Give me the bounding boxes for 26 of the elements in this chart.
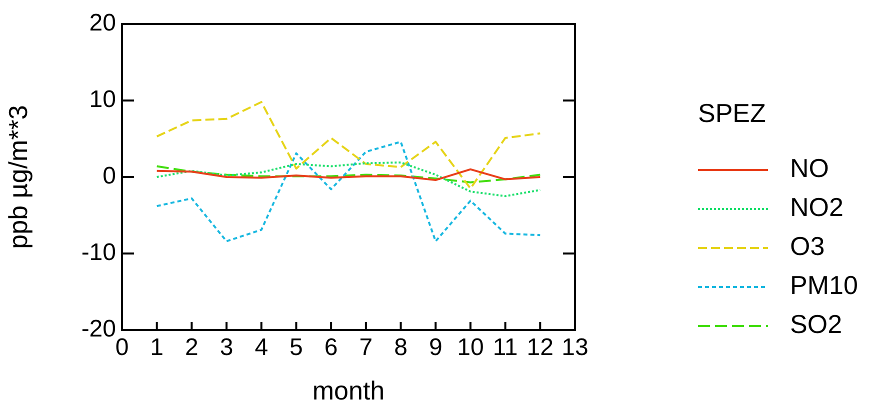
x-tick-label: 8: [394, 334, 408, 362]
x-tick-label: 1: [150, 334, 164, 362]
x-tick-label: 3: [220, 334, 234, 362]
x-tick-label: 4: [254, 334, 268, 362]
y-tick-label: 20: [89, 10, 116, 37]
x-tick-label: 7: [359, 334, 373, 362]
legend-label: O3: [790, 231, 825, 262]
x-tick-label: 11: [492, 334, 518, 362]
x-tick-label: 12: [526, 334, 554, 362]
x-tick-label: 13: [562, 334, 588, 362]
x-tick-label: 5: [290, 334, 303, 362]
x-tick-label: 2: [185, 334, 198, 362]
x-tick-label: 10: [457, 334, 484, 362]
y-tick-label: -20: [81, 316, 116, 343]
legend-label: SO2: [790, 309, 842, 340]
y-tick-label: -10: [81, 239, 116, 266]
legend-label: NO: [790, 153, 829, 184]
legend-label: PM10: [790, 270, 858, 300]
legend-title: SPEZ: [698, 98, 766, 128]
x-tick-label: 6: [324, 334, 338, 362]
legend-label: NO2: [790, 192, 844, 222]
x-axis-title: month: [312, 376, 385, 406]
x-tick-label: 9: [428, 334, 442, 362]
y-tick-label: 0: [102, 162, 116, 190]
y-axis-title: ppb µg/m**3: [2, 105, 33, 249]
y-tick-label: 10: [89, 86, 116, 114]
